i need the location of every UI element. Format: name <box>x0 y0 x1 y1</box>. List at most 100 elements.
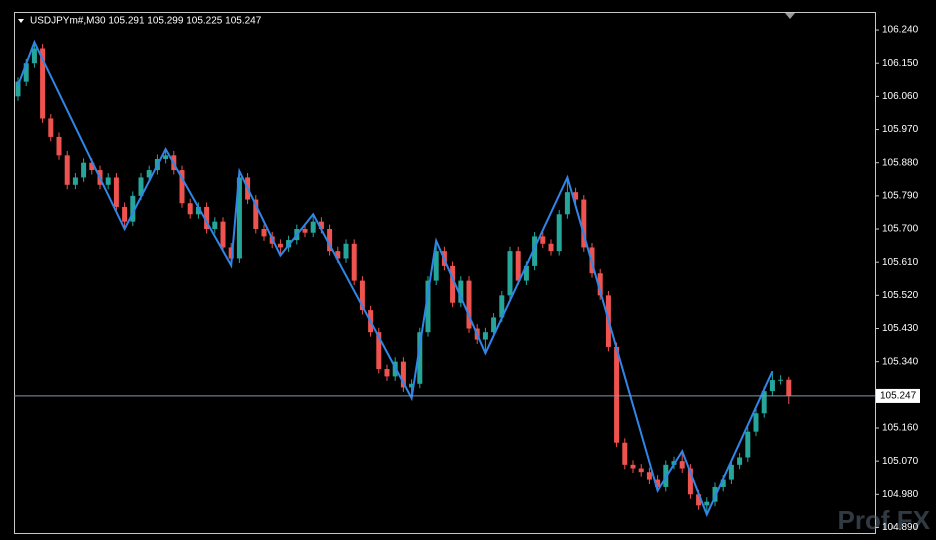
candle-body <box>351 243 357 281</box>
candle-body <box>327 229 333 252</box>
y-tick-label: 106.240 <box>882 25 919 36</box>
candle-body <box>482 332 488 340</box>
candle-body <box>187 203 193 215</box>
candle-body <box>138 177 144 196</box>
candle-body <box>761 391 767 414</box>
candle-body <box>318 221 324 230</box>
candle-body <box>179 170 185 204</box>
candle-body <box>376 332 382 370</box>
y-tick-label: 106.060 <box>882 91 919 102</box>
candle-body <box>769 380 775 392</box>
candle-body <box>72 177 78 185</box>
y-tick-label: 105.340 <box>882 356 919 367</box>
candle-body <box>745 431 751 458</box>
candle-body <box>163 155 169 160</box>
candle-body <box>425 280 431 333</box>
candle-body <box>696 494 702 506</box>
candle-body <box>704 501 710 506</box>
candle-body <box>499 295 505 318</box>
y-tick-label: 105.880 <box>882 157 919 168</box>
y-tick-label: 105.970 <box>882 124 919 135</box>
candle-body <box>204 206 210 230</box>
y-tick-label: 104.890 <box>882 522 919 533</box>
candle-body <box>212 221 218 230</box>
plot-frame <box>14 12 876 534</box>
candle-body <box>105 177 111 185</box>
y-tick-label: 105.610 <box>882 257 919 268</box>
candle-body <box>515 251 521 281</box>
candle-body <box>277 243 283 248</box>
price-label: 105.247 <box>880 391 917 402</box>
candle-body <box>113 177 119 207</box>
candle-body <box>507 251 513 296</box>
candle-body <box>15 81 21 97</box>
candle-body <box>450 265 456 303</box>
candle-body <box>532 236 538 266</box>
y-tick-label: 104.980 <box>882 489 919 500</box>
y-tick-label: 105.160 <box>882 423 919 434</box>
candle-body <box>564 192 570 215</box>
candle-body <box>638 468 644 473</box>
candle-body <box>679 461 685 469</box>
candle-body <box>335 251 341 259</box>
candle-body <box>23 63 29 82</box>
candle-body <box>778 379 784 381</box>
candle-body <box>359 280 365 311</box>
candle-body <box>720 479 726 487</box>
candle-body <box>81 162 87 178</box>
candle-body <box>310 221 316 233</box>
candle-body <box>433 251 439 281</box>
watermark: Prof.FX <box>838 505 931 535</box>
candle-body <box>40 48 46 119</box>
y-tick-label: 106.150 <box>882 58 919 69</box>
chart-header: USDJPYm#,M30 105.291 105.299 105.225 105… <box>30 16 262 27</box>
y-tick-label: 105.070 <box>882 456 919 467</box>
candle-body <box>261 229 267 237</box>
zigzag-line <box>17 39 774 518</box>
candle-body <box>220 221 226 248</box>
candle-body <box>228 247 234 259</box>
y-tick-label: 105.520 <box>882 290 919 301</box>
candle-body <box>573 192 579 200</box>
candle-body <box>409 383 415 388</box>
candle-body <box>130 195 136 222</box>
candle-body <box>236 177 242 259</box>
candle-body <box>491 317 497 333</box>
y-tick-label: 105.700 <box>882 224 919 235</box>
candle-body <box>597 273 603 296</box>
candle-body <box>343 243 349 259</box>
candle-body <box>64 155 70 185</box>
shift-marker <box>785 13 795 19</box>
candle-body <box>56 136 62 156</box>
candle-body <box>400 361 406 388</box>
candle-body <box>646 472 652 480</box>
candle-body <box>786 379 792 396</box>
candle-body <box>302 229 308 233</box>
candle-body <box>728 464 734 480</box>
candle-body <box>466 280 472 329</box>
candle-body <box>622 442 628 465</box>
candle-body <box>417 332 423 384</box>
candle-body <box>556 214 562 252</box>
candle-body <box>655 479 661 487</box>
candle-body <box>48 118 54 137</box>
candle-body <box>630 464 636 469</box>
candle-body <box>614 346 620 443</box>
candle-body <box>384 369 390 377</box>
candle-body <box>753 413 759 432</box>
dropdown-icon[interactable] <box>18 19 24 23</box>
price-label-box <box>876 388 920 403</box>
candle-body <box>548 243 554 252</box>
candle-body <box>122 206 128 222</box>
candle-body <box>687 468 693 495</box>
candle-body <box>540 236 546 244</box>
candle-body <box>195 206 201 215</box>
y-tick-label: 105.790 <box>882 191 919 202</box>
candle-body <box>31 48 37 64</box>
candle-body <box>253 199 259 230</box>
candle-body <box>737 457 743 465</box>
candle-body <box>146 170 152 178</box>
